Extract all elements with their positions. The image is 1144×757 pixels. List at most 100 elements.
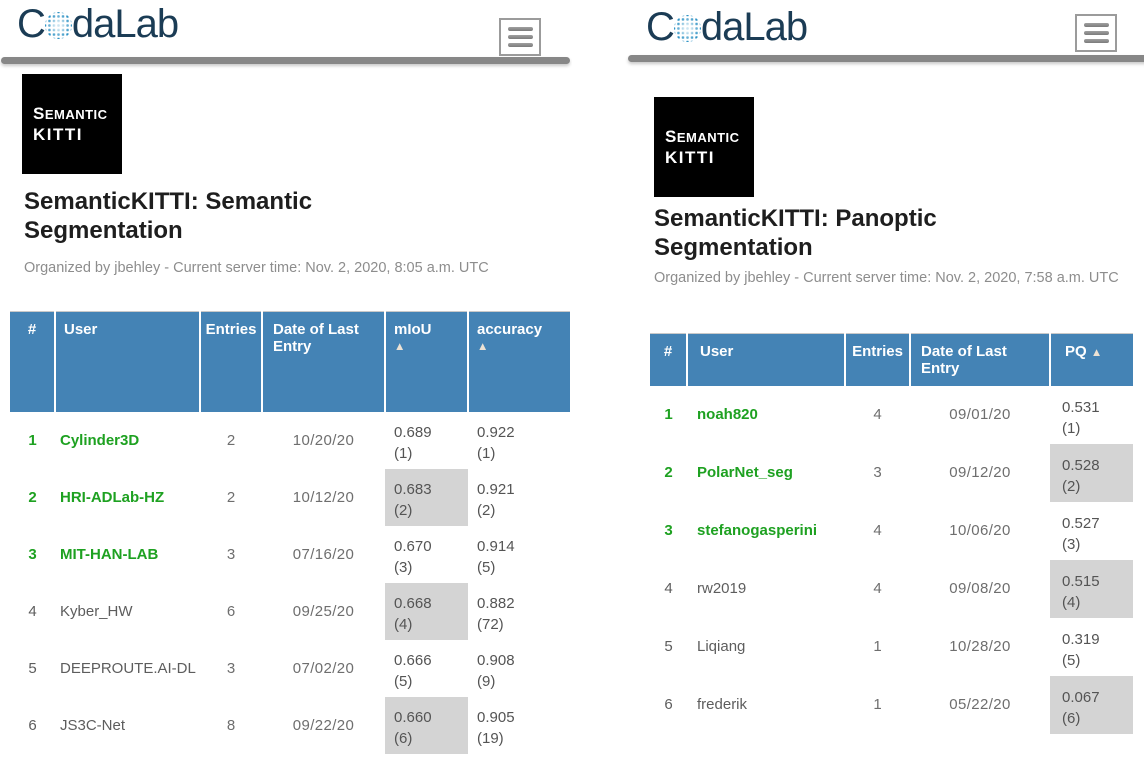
pq-cell: 0.528 (2) (1050, 443, 1133, 502)
entries-cell: 1 (873, 638, 882, 655)
metric-value: 0.527 (1062, 514, 1100, 532)
codalab-o-icon (673, 15, 701, 42)
metric-value: 0.905 (477, 709, 515, 726)
user-cell: PolarNet_seg (697, 464, 793, 481)
user-cell: MIT-HAN-LAB (60, 545, 159, 563)
accuracy-cell: 0.922 (1) (468, 412, 570, 469)
rank-cell: 2 (664, 464, 673, 481)
entries-cell: 3 (873, 464, 882, 481)
sort-asc-icon: ▲ (394, 341, 406, 353)
col-header-entries: Entries (844, 333, 910, 386)
rank-cell: 4 (664, 580, 673, 597)
miou-cell: 0.666 (5) (385, 640, 468, 697)
user-cell: frederik (697, 696, 748, 713)
date-cell: 10/12/20 (292, 488, 355, 506)
sort-asc-icon: ▲ (1090, 347, 1103, 359)
codalab-logo-pre: C (17, 2, 46, 46)
metric-value: 0.882 (477, 595, 515, 612)
col-header-accuracy[interactable]: accuracy ▲ (467, 311, 570, 412)
semantickitti-logo-line2: KITTI (665, 148, 715, 167)
date-cell: 09/22/20 (292, 716, 355, 734)
user-cell: JS3C-Net (60, 716, 126, 734)
codalab-o-icon (44, 12, 72, 39)
sort-asc-icon: ▲ (477, 341, 489, 353)
metric-value: 0.921 (477, 481, 515, 498)
table-row: 6 JS3C-Net 8 09/22/20 0.660 (6) 0.905 (1… (10, 696, 570, 754)
metric-rank: (4) (394, 616, 413, 633)
semantickitti-logo-line2: KITTI (33, 125, 83, 144)
metric-rank: (2) (1062, 477, 1081, 495)
table-row: 1 Cylinder3D 2 10/20/20 0.689 (1) 0.922 … (10, 412, 570, 469)
hamburger-icon (507, 35, 533, 39)
metric-value: 0.689 (394, 424, 432, 441)
date-cell: 10/20/20 (292, 431, 355, 449)
col-header-miou[interactable]: mIoU ▲ (384, 311, 468, 412)
rank-cell: 3 (664, 522, 673, 539)
codalab-logo-post: daLab (71, 2, 179, 46)
pq-cell: 0.527 (3) (1050, 502, 1133, 560)
metric-rank: (72) (477, 616, 504, 633)
metric-rank: (6) (394, 730, 413, 747)
metric-value: 0.908 (477, 652, 515, 669)
menu-button[interactable] (1075, 14, 1117, 52)
date-cell: 09/12/20 (949, 464, 1011, 481)
metric-rank: (5) (477, 559, 496, 576)
header-rule (1, 57, 570, 64)
codalab-logo-pre: C (646, 5, 675, 49)
hamburger-icon (507, 43, 533, 47)
metric-rank: (2) (477, 502, 496, 519)
hamburger-icon (507, 27, 533, 31)
entries-cell: 4 (873, 406, 882, 423)
accuracy-cell: 0.908 (9) (468, 640, 570, 697)
table-row: 4 rw2019 4 09/08/20 0.515 (4) (650, 559, 1133, 618)
semantickitti-logo: SEMANTIC KITTI (654, 97, 754, 197)
col-header-rank: # (10, 311, 55, 412)
rank-cell: 5 (664, 638, 673, 655)
metric-value: 0.922 (477, 424, 515, 441)
entries-cell: 4 (873, 580, 882, 597)
menu-button[interactable] (499, 18, 541, 56)
date-cell: 09/08/20 (949, 580, 1011, 597)
metric-rank: (3) (1062, 535, 1081, 553)
date-cell: 07/02/20 (292, 659, 355, 677)
header-rule (628, 55, 1144, 62)
table-row: 6 frederik 1 05/22/20 0.067 (6) (650, 675, 1133, 734)
page-title: SemanticKITTI: Semantic Segmentation (24, 188, 313, 244)
rank-cell: 4 (28, 602, 37, 620)
rank-cell: 6 (28, 716, 37, 734)
miou-cell: 0.668 (4) (385, 582, 468, 640)
table-row: 3 stefanogasperini 4 10/06/20 0.527 (3) (650, 502, 1133, 560)
col-header-pq[interactable]: PQ ▲ (1049, 333, 1133, 386)
rank-cell: 1 (28, 431, 37, 449)
semantickitti-logo-line1: SEMANTIC (33, 104, 108, 123)
user-cell: HRI-ADLab-HZ (60, 488, 165, 506)
metric-value: 0.531 (1062, 398, 1100, 416)
leaderboard-table: # User Entries Date of Last Entry PQ ▲ 1… (650, 333, 1133, 734)
col-header-user: User (686, 333, 845, 386)
table-row: 4 Kyber_HW 6 09/25/20 0.668 (4) 0.882 (7… (10, 582, 570, 640)
metric-value: 0.319 (1062, 630, 1100, 648)
miou-cell: 0.670 (3) (385, 526, 468, 583)
entries-cell: 3 (226, 659, 236, 677)
rank-cell: 3 (28, 545, 37, 563)
entries-cell: 1 (873, 696, 882, 713)
metric-rank: (2) (394, 502, 413, 519)
user-cell: stefanogasperini (697, 522, 818, 539)
metric-rank: (1) (477, 445, 496, 462)
hamburger-icon (1083, 39, 1109, 43)
metric-rank: (3) (394, 559, 413, 576)
pq-cell: 0.319 (5) (1050, 618, 1133, 676)
table-row: 5 DEEPROUTE.AI-DL 3 07/02/20 0.666 (5) 0… (10, 640, 570, 697)
table-row: 2 PolarNet_seg 3 09/12/20 0.528 (2) (650, 443, 1133, 502)
col-header-user: User (54, 311, 200, 412)
miou-cell: 0.660 (6) (385, 696, 468, 754)
metric-rank: (9) (477, 673, 496, 690)
metric-value: 0.668 (394, 595, 432, 612)
accuracy-cell: 0.914 (5) (468, 526, 570, 583)
metric-value: 0.067 (1062, 688, 1100, 706)
